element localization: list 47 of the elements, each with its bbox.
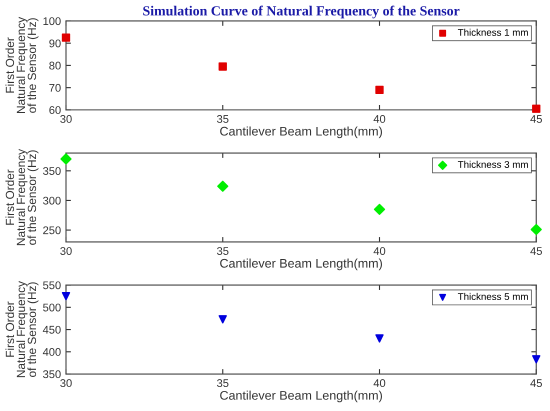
point xyxy=(532,104,540,113)
y-tick-label: 60 xyxy=(49,106,61,114)
x-tick-label: 35 xyxy=(216,379,228,388)
y-tick-label: 450 xyxy=(42,326,61,334)
x-tick-label: 30 xyxy=(60,247,72,255)
x-tick-label: 40 xyxy=(374,379,386,388)
point xyxy=(218,315,227,324)
legend-label: Thickness 5 mm xyxy=(458,292,528,300)
point xyxy=(375,86,384,94)
x-tick-label: 30 xyxy=(60,115,72,123)
y-tick-label: 300 xyxy=(43,196,61,205)
chart-title: Simulation Curve of Natural Frequency of the Sensor xyxy=(143,6,460,18)
y-tick-label: 250 xyxy=(43,226,61,234)
x-tick-label: 40 xyxy=(374,247,386,255)
x-tick-label: 45 xyxy=(530,115,542,123)
x-axis-title: Cantilever Beam Length(mm) xyxy=(220,390,382,402)
point xyxy=(218,62,227,71)
point xyxy=(530,224,542,236)
x-tick-label: 35 xyxy=(216,115,228,123)
y-tick-label: 90 xyxy=(49,39,61,48)
y-axis-title: First Order Natural Frequency of the Sensor (Hz) xyxy=(5,281,38,378)
point xyxy=(62,292,70,300)
legend-label: Thickness 1 mm xyxy=(458,28,528,36)
y-tick-label: 70 xyxy=(49,84,61,92)
y-tick-label: 400 xyxy=(42,348,61,356)
point xyxy=(62,33,70,42)
point xyxy=(217,180,228,192)
y-tick-label: 350 xyxy=(43,167,61,175)
y-tick-label: 500 xyxy=(43,304,61,312)
y-axis-title: First Order Natural Frequency of the Sensor (Hz) xyxy=(5,16,38,113)
x-axis-title: Cantilever Beam Length(mm) xyxy=(220,126,382,138)
x-tick-label: 40 xyxy=(374,115,386,123)
point xyxy=(532,355,540,364)
x-tick-label: 45 xyxy=(530,247,542,255)
point xyxy=(375,334,384,343)
x-tick-label: 30 xyxy=(60,379,72,388)
y-tick-label: 80 xyxy=(49,62,61,70)
legend-label: Thickness 3 mm xyxy=(458,160,528,168)
y-tick-label: 550 xyxy=(43,281,61,290)
x-tick-label: 45 xyxy=(530,379,542,388)
x-axis-title: Cantilever Beam Length(mm) xyxy=(220,258,382,270)
point xyxy=(60,153,72,165)
point xyxy=(374,204,386,215)
y-tick-label: 350 xyxy=(43,370,61,378)
y-axis-title: First Order Natural Frequency of the Sensor (Hz) xyxy=(5,148,38,246)
y-tick-label: 100 xyxy=(43,17,61,26)
x-tick-label: 35 xyxy=(216,247,228,255)
